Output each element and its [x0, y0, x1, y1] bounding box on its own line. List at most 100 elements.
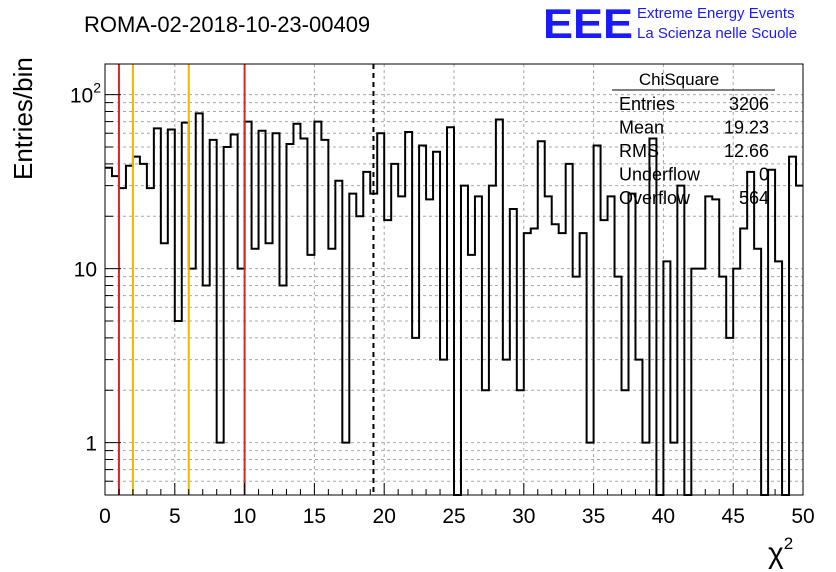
histogram-outline	[105, 112, 803, 496]
x-tick-label: 20	[373, 505, 396, 528]
x-tick-label: 15	[303, 505, 326, 528]
histogram-bin	[105, 168, 112, 495]
stats-label: Entries	[619, 94, 675, 114]
histogram-bin	[154, 128, 161, 495]
histogram-bin	[615, 277, 622, 495]
x-tick-label: 10	[233, 505, 256, 528]
histogram-bin	[698, 269, 705, 495]
histogram-bin	[733, 269, 740, 495]
histogram-bin	[489, 186, 496, 495]
x-axis-label-sup: 2	[784, 534, 793, 553]
histogram-bin	[747, 172, 754, 495]
histogram-bin	[412, 338, 419, 495]
histogram-bin	[363, 172, 370, 495]
x-axis-label: χ2	[768, 534, 793, 570]
histogram-bin	[440, 360, 447, 495]
histogram-bin	[691, 269, 698, 495]
histogram-bin	[677, 186, 684, 495]
stats-label: Underflow	[619, 165, 701, 185]
reference-lines	[117, 64, 375, 495]
histogram-bin	[719, 277, 726, 495]
x-tick-label: 5	[169, 505, 181, 528]
axis-ticks: 0 5 10 15 20 25 30 35 40 45 50 1 10 102	[70, 80, 815, 528]
x-tick-label: 45	[722, 505, 745, 528]
histogram-bin	[300, 138, 307, 495]
x-tick-label: 50	[791, 505, 814, 528]
histogram-bin	[161, 243, 168, 495]
histogram-bin	[405, 132, 412, 495]
histogram-bin	[789, 157, 796, 495]
histogram-bin	[140, 164, 147, 495]
histogram-bin	[231, 135, 238, 495]
histogram-bin	[503, 360, 510, 495]
histogram-bin	[293, 124, 300, 495]
histogram-bin	[133, 157, 140, 495]
x-axis-label-main: χ	[768, 537, 784, 570]
histogram-bin	[384, 220, 391, 495]
x-tick-label: 25	[442, 505, 465, 528]
stats-label: Mean	[619, 118, 664, 138]
stats-box: ChiSquare Entries 3206 Mean 19.23 RMS 12.66 Un…	[612, 70, 775, 208]
stats-value: 19.23	[724, 118, 769, 138]
histogram-bin	[768, 170, 775, 495]
histogram-bin	[147, 188, 154, 495]
logo-mark: EEE	[543, 0, 633, 47]
histogram-bin	[447, 127, 454, 495]
histogram-bin	[175, 321, 182, 495]
histogram-bin	[726, 338, 733, 495]
stats-value: 3206	[729, 94, 769, 114]
histogram-bin	[273, 133, 280, 495]
histogram-bin	[796, 186, 803, 495]
histogram	[105, 112, 803, 496]
x-tick-label: 40	[652, 505, 675, 528]
histogram-bin	[210, 140, 217, 495]
stats-value: 564	[739, 188, 769, 208]
x-tick-label: 30	[512, 505, 535, 528]
histogram-bin	[566, 164, 573, 495]
histogram-bin	[391, 164, 398, 495]
histogram-bin	[307, 255, 314, 495]
histogram-bin	[245, 122, 252, 495]
histogram-bin	[377, 133, 384, 495]
histogram-bin	[538, 141, 545, 495]
y-tick-label: 1	[85, 433, 97, 456]
histogram-bin	[321, 140, 328, 495]
stats-value: 12.66	[724, 141, 769, 161]
logo-line-2: La Scienza nelle Scuole	[637, 25, 797, 42]
histogram-bin	[189, 269, 196, 495]
histogram-bin	[314, 122, 321, 495]
histogram-bin	[182, 123, 189, 495]
histogram-bin	[356, 216, 363, 495]
histogram-bin	[580, 233, 587, 495]
x-tick-label: 0	[99, 505, 111, 528]
histogram-bin	[238, 269, 245, 495]
histogram-bin	[168, 130, 175, 495]
logo-line-1: Extreme Energy Events	[637, 5, 795, 22]
histogram-bin	[119, 188, 126, 495]
stats-label: RMS	[619, 141, 659, 161]
histogram-bin	[196, 113, 203, 495]
x-tick-label: 35	[582, 505, 605, 528]
y-axis-label: Entries/bin	[8, 57, 38, 180]
histogram-bin	[635, 360, 642, 495]
histogram-bin	[433, 152, 440, 495]
histogram-bin	[510, 209, 517, 495]
histogram-bin	[126, 166, 133, 495]
histogram-bin	[112, 176, 119, 495]
histogram-bin	[524, 233, 531, 495]
histogram-bin	[266, 243, 273, 495]
stats-label: Overflow	[619, 188, 691, 208]
histogram-bin	[601, 220, 608, 495]
chart-title: ROMA-02-2018-10-23-00409	[84, 12, 370, 37]
y-tick-label: 102	[70, 80, 101, 108]
histogram-bin	[349, 194, 356, 495]
histogram-bin	[559, 233, 566, 495]
y-tick-label: 10	[74, 259, 97, 282]
histogram-bin	[573, 277, 580, 495]
stats-value: 0	[759, 165, 769, 185]
stats-name: ChiSquare	[639, 70, 719, 89]
histogram-bin	[629, 194, 636, 495]
histogram-bin	[468, 255, 475, 495]
eee-logo: EEE Extreme Energy Events La Scienza nel…	[543, 0, 797, 47]
